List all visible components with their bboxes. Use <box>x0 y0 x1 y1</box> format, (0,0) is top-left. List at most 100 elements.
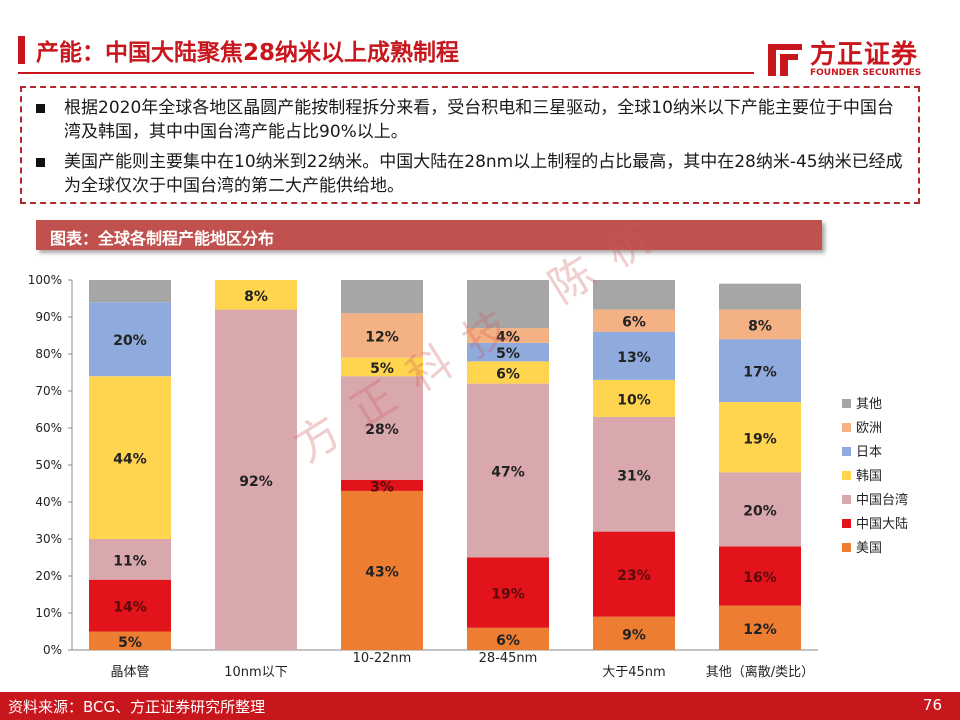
brand-name-cn: 方正证券 <box>810 40 919 70</box>
data-label: 8% <box>748 318 772 334</box>
data-label: 4% <box>496 330 520 346</box>
bar-segment <box>719 546 801 606</box>
data-label: 20% <box>743 503 777 519</box>
brand-logo-icon <box>768 44 802 76</box>
bar-segment <box>89 631 171 650</box>
title-underline <box>18 72 754 74</box>
bullet-square-icon <box>36 158 45 167</box>
data-label: 6% <box>496 367 520 383</box>
data-label: 92% <box>239 474 273 490</box>
legend-label: 其他 <box>856 397 882 412</box>
data-label: 12% <box>743 622 777 638</box>
legend-label: 韩国 <box>856 469 882 484</box>
bar-segment <box>467 342 549 362</box>
bar-segment <box>593 280 675 310</box>
bar-segment <box>341 313 423 358</box>
bar-segment <box>89 579 171 632</box>
bar-segment <box>593 616 675 650</box>
bar-segment <box>467 361 549 384</box>
summary-text: 根据2020年全球各地区晶圆产能按制程拆分来看，受台积电和三星驱动，全球10纳米… <box>64 98 894 142</box>
bar-segment <box>719 402 801 473</box>
x-category-label: 其他（离散/类比） <box>706 664 814 680</box>
legend-swatch <box>842 471 851 480</box>
data-label: 14% <box>113 600 147 616</box>
bar-segment <box>719 283 801 310</box>
y-tick-label: 90% <box>35 310 62 324</box>
y-tick-label: 20% <box>35 569 62 583</box>
data-label: 31% <box>617 468 651 484</box>
data-label: 23% <box>617 568 651 584</box>
legend-label: 欧洲 <box>856 421 882 436</box>
bar-segment <box>215 309 297 650</box>
x-category-label: 28-45nm <box>479 651 538 666</box>
data-label: 28% <box>365 422 399 438</box>
footer-bar: 资料来源：BCG、方正证券研究所整理 76 <box>0 692 960 720</box>
y-tick-label: 30% <box>35 532 62 546</box>
bar-segment <box>467 557 549 628</box>
data-label: 13% <box>617 350 651 366</box>
bar-segment <box>341 280 423 314</box>
bar-segment <box>593 379 675 417</box>
stacked-bar-chart: 0% 10% 20% 30% 40% 50% 60% 70% 80% 90% 100% 5% 14% 11… <box>28 273 908 680</box>
bar-segment <box>467 280 549 329</box>
bar-segment <box>341 479 423 491</box>
bar-segment <box>215 280 297 310</box>
summary-box: 根据2020年全球各地区晶圆产能按制程拆分来看，受台积电和三星驱动，全球10纳米… <box>20 86 920 204</box>
data-label: 19% <box>743 431 777 447</box>
brand-logo: 方正证券 FOUNDER SECURITIES <box>766 34 942 82</box>
data-label: 5% <box>496 346 520 362</box>
data-label: 6% <box>622 315 646 331</box>
y-tick-label: 40% <box>35 495 62 509</box>
legend-swatch <box>842 399 851 408</box>
x-category-label: 晶体管 <box>110 665 149 680</box>
bar-segment <box>89 376 171 539</box>
data-label: 9% <box>622 627 646 643</box>
bar-segment <box>467 383 549 558</box>
brand-name-en: FOUNDER SECURITIES <box>810 68 922 78</box>
page-number: 76 <box>922 696 942 714</box>
y-tick-label: 0% <box>43 643 62 657</box>
x-category-label: 10nm以下 <box>224 665 287 680</box>
legend-label: 美国 <box>856 541 882 556</box>
data-label: 16% <box>743 570 777 586</box>
source-note: 资料来源：BCG、方正证券研究所整理 <box>8 698 266 716</box>
y-tick-label: 50% <box>35 458 62 472</box>
page-title: 产能：中国大陆聚焦28纳米以上成熟制程 <box>36 40 460 66</box>
data-label: 19% <box>491 587 525 603</box>
bar-segment <box>593 531 675 617</box>
bar-segment <box>593 416 675 532</box>
legend-swatch <box>842 447 851 456</box>
legend-label: 中国大陆 <box>856 516 908 532</box>
x-category-label: 10-22nm <box>353 651 412 666</box>
data-label: 8% <box>244 289 268 305</box>
data-label: 5% <box>118 635 142 651</box>
data-label: 44% <box>113 452 147 468</box>
bar-segment <box>719 605 801 650</box>
bar-segment <box>89 539 171 580</box>
legend-swatch <box>842 519 851 528</box>
bar-segment <box>719 309 801 340</box>
bar-segment <box>341 490 423 650</box>
y-tick-label: 10% <box>35 606 62 620</box>
bar-segment <box>89 280 171 303</box>
bar-segment <box>719 339 801 403</box>
bar-segment <box>467 627 549 650</box>
y-tick-label: 70% <box>35 384 62 398</box>
x-category-label: 大于45nm <box>602 665 665 680</box>
legend-label: 日本 <box>856 445 882 460</box>
bar-segment <box>467 328 549 343</box>
bar-segment <box>341 357 423 377</box>
summary-text: 美国产能则主要集中在10纳米到22纳米。中国大陆在28nm以上制程的占比最高，其… <box>64 152 903 196</box>
data-label: 10% <box>617 392 651 408</box>
data-label: 43% <box>365 564 399 580</box>
chart-title: 图表：全球各制程产能地区分布 <box>50 229 275 248</box>
bar-segment <box>341 376 423 480</box>
y-tick-label: 100% <box>28 273 62 287</box>
legend-swatch <box>842 423 851 432</box>
bar-segment <box>593 331 675 380</box>
y-tick-label: 80% <box>35 347 62 361</box>
data-label: 17% <box>743 365 777 381</box>
data-label: 20% <box>113 333 147 349</box>
y-tick-label: 60% <box>35 421 62 435</box>
data-label: 12% <box>365 330 399 346</box>
